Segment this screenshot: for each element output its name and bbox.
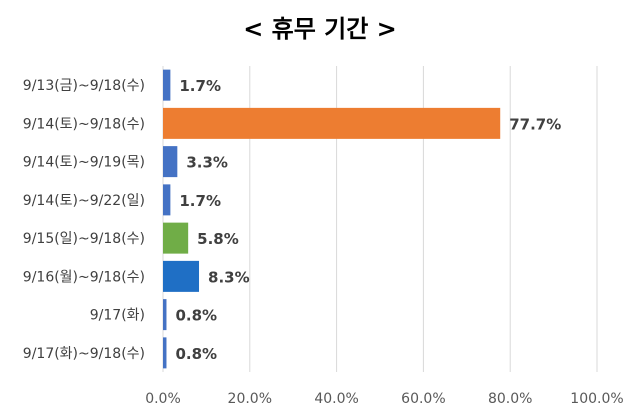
bar (163, 337, 167, 369)
data-label: 0.8% (175, 307, 217, 325)
x-tick-label: 0.0% (145, 391, 181, 407)
category-label: 9/14(토)~9/22(일) (23, 193, 145, 209)
x-tick-label: 20.0% (228, 391, 272, 407)
category-label: 9/14(토)~9/19(목) (23, 155, 145, 171)
x-axis-tick-labels: 0.0% 20.0% 40.0% 60.0% 80.0% 100.0% (145, 391, 623, 407)
bar (163, 222, 189, 254)
category-labels: 9/13(금)~9/18(수) 9/14(토)~9/18(수) 9/14(토)~9/… (23, 78, 145, 362)
bar (163, 184, 171, 216)
bar (163, 260, 200, 292)
data-label: 3.3% (186, 154, 228, 172)
data-label: 77.7% (509, 115, 561, 133)
category-label: 9/17(화)~9/18(수) (23, 346, 145, 362)
chart-title: < 휴무 기간 > (243, 15, 397, 43)
data-labels: 1.7% 77.7% 3.3% 1.7% 5.8% 8.3% 0.8% 0.8% (175, 77, 561, 363)
bar (163, 146, 178, 178)
category-label: 9/16(월)~9/18(수) (23, 269, 145, 285)
data-label: 5.8% (197, 230, 239, 248)
bar (163, 299, 167, 331)
bar (163, 69, 171, 101)
x-tick-label: 40.0% (314, 391, 358, 407)
data-label: 1.7% (179, 192, 221, 210)
data-label: 8.3% (208, 268, 250, 286)
x-tick-label: 80.0% (488, 391, 532, 407)
x-tick-label: 100.0% (570, 391, 623, 407)
category-label: 9/13(금)~9/18(수) (23, 78, 145, 94)
data-label: 1.7% (179, 77, 221, 95)
data-label: 0.8% (175, 345, 217, 363)
category-label: 9/14(토)~9/18(수) (23, 116, 145, 132)
category-label: 9/15(일)~9/18(수) (23, 231, 145, 247)
category-label: 9/17(화) (90, 308, 145, 324)
bars (163, 69, 501, 369)
x-tick-label: 60.0% (401, 391, 445, 407)
bar (163, 107, 501, 139)
